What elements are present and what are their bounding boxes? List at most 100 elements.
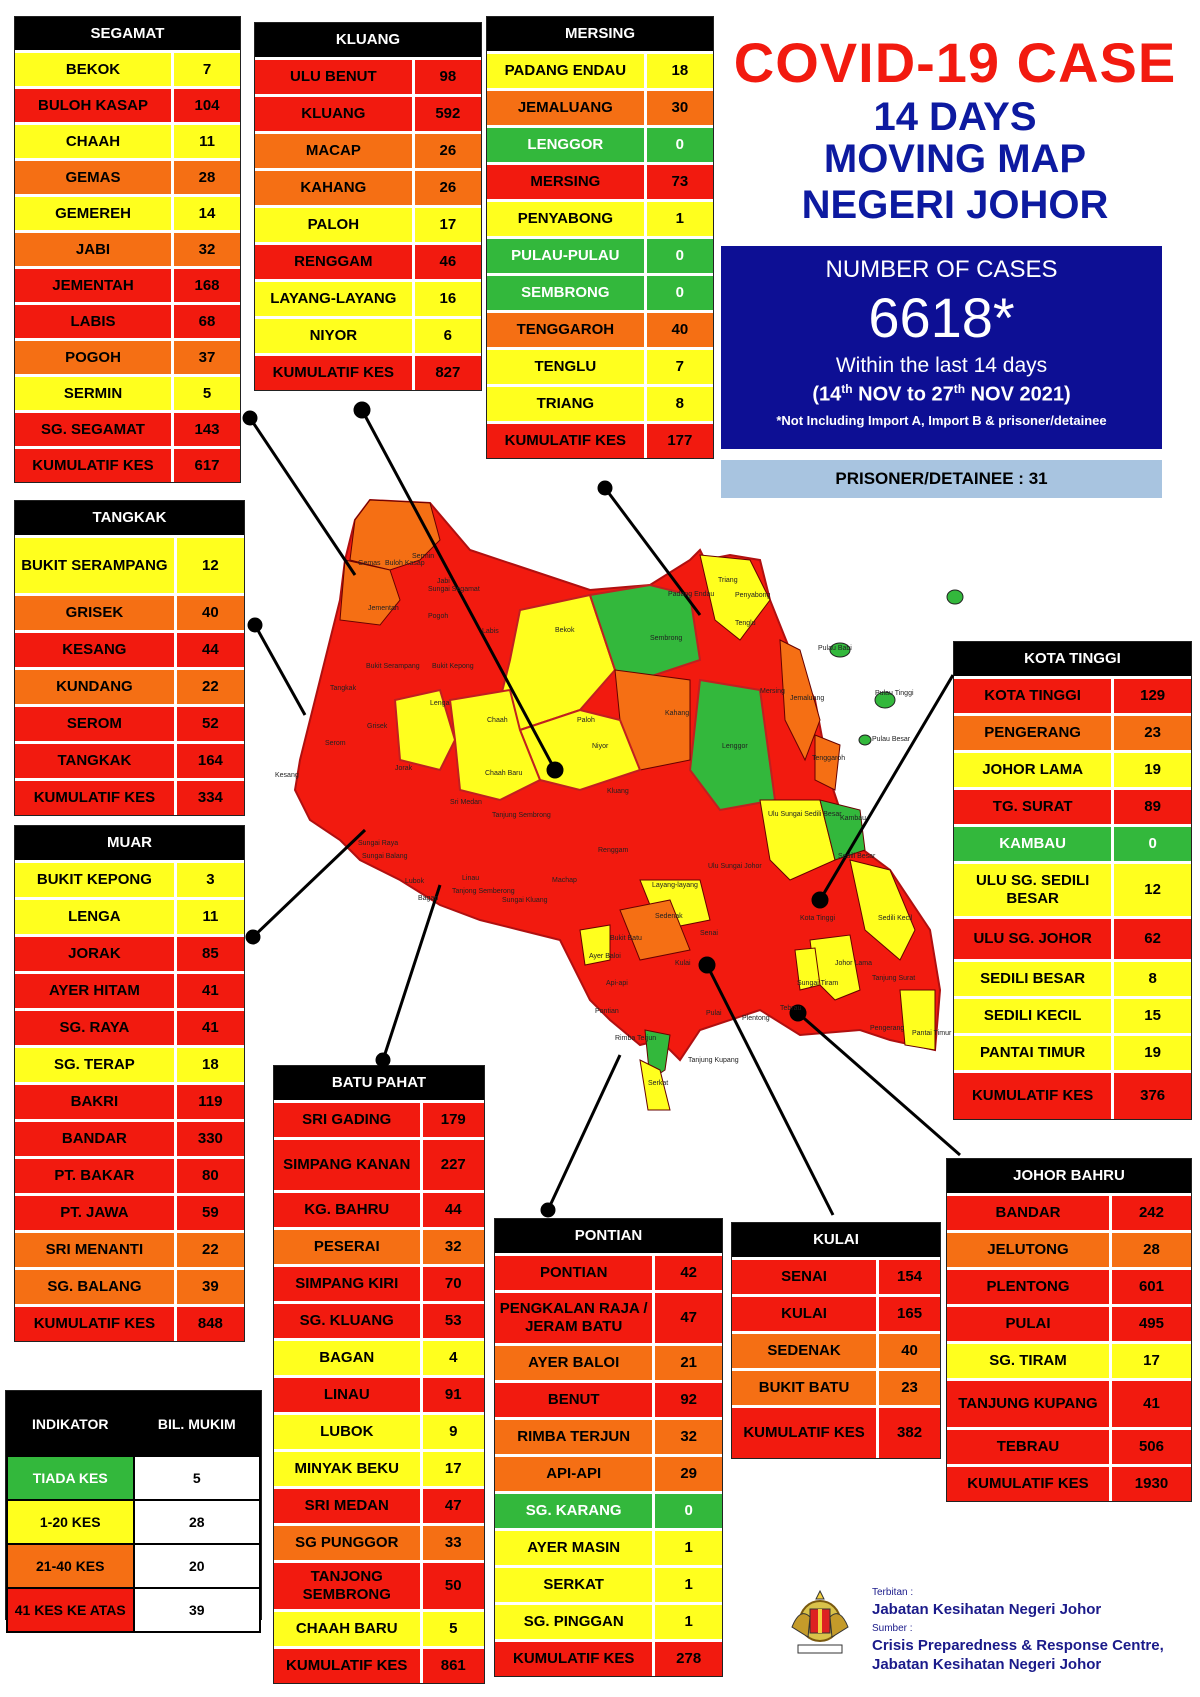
- mukim-name: TG. SURAT: [954, 787, 1113, 826]
- table-row: SG. SEGAMAT 143: [15, 410, 240, 448]
- region-orange-kahang: [614, 669, 691, 771]
- map-label-senai: Senai: [700, 930, 718, 937]
- table-row: KAMBAU 0: [954, 824, 1191, 863]
- map-label-sungai-tiram: Sungai Tiram: [797, 980, 838, 987]
- region-orange-tenggaroh: [814, 734, 841, 791]
- mukim-cases: 42: [652, 1253, 722, 1292]
- table-row: KG. BAHRU 44: [274, 1190, 484, 1229]
- map-label-linau: Linau: [462, 875, 479, 882]
- mukim-name: LUBOK: [274, 1412, 421, 1451]
- mukim-name: API-API: [495, 1454, 654, 1493]
- mukim-cases: 6: [411, 316, 481, 355]
- region-yellow-lenga: [393, 688, 457, 772]
- table-row: LENGGOR 0: [487, 125, 713, 164]
- mukim-name: KOTA TINGGI: [954, 676, 1113, 715]
- district-header-kota-tinggi: KOTA TINGGI: [954, 642, 1191, 676]
- total-row: KUMULATIF KES 334: [15, 778, 244, 815]
- map-label-kesang: Kesang: [275, 772, 299, 779]
- table-row: PLENTONG 601: [947, 1267, 1191, 1306]
- table-row: CHAAH 11: [15, 122, 240, 160]
- mukim-name: TANJONG SEMBRONG: [274, 1560, 421, 1611]
- date-range-part-c: NOV 2021): [965, 383, 1071, 406]
- mukim-cases: 1: [652, 1528, 722, 1567]
- map-label-machap: Machap: [552, 877, 577, 884]
- mukim-cases: 11: [171, 122, 240, 160]
- map-label-serkat: Serkat: [648, 1080, 668, 1087]
- mukim-name: PT. JAWA: [15, 1193, 176, 1232]
- table-row: PULAU-PULAU 0: [487, 236, 713, 275]
- mukim-name: BUKIT BATU: [732, 1368, 878, 1407]
- mukim-cases: 17: [1108, 1341, 1191, 1380]
- mukim-name: GRISEK: [15, 593, 176, 632]
- map-label-tenglu: Tenglu: [735, 620, 756, 627]
- mukim-cases: 62: [1111, 916, 1191, 961]
- table-row: SG. PINGGAN 1: [495, 1602, 722, 1641]
- total-row: KUMULATIF KES 848: [15, 1304, 244, 1341]
- pointer-pontian: [546, 1054, 622, 1211]
- mukim-name: AYER HITAM: [15, 971, 176, 1010]
- mukim-cases: 592: [411, 94, 481, 133]
- mukim-cases: 41: [1108, 1378, 1191, 1429]
- kumulatif-label: KUMULATIF KES: [15, 778, 176, 815]
- table-row: SEMBRONG 0: [487, 273, 713, 312]
- table-row: SG. KLUANG 53: [274, 1301, 484, 1340]
- mukim-name: PESERAI: [274, 1227, 421, 1266]
- table-row: PALOH 17: [255, 205, 481, 244]
- mukim-name: NIYOR: [255, 316, 414, 355]
- table-row: TANJUNG KUPANG 41: [947, 1378, 1191, 1429]
- cases-total: 6618*: [868, 286, 1015, 349]
- mukim-cases: 506: [1108, 1427, 1191, 1466]
- table-row: MACAP 26: [255, 131, 481, 170]
- mukim-name: KULAI: [732, 1294, 878, 1333]
- map-label-jorak: Jorak: [395, 765, 413, 772]
- mukim-name: SEDILI KECIL: [954, 996, 1113, 1035]
- district-table-segamat: SEGAMAT BEKOK 7 BULOH KASAP 104 CHAAH 11 GEMAS 2…: [14, 16, 241, 483]
- mukim-name: SG. TERAP: [15, 1045, 176, 1084]
- mukim-cases: 26: [411, 131, 481, 170]
- legend-indicator: 21-40 KES: [6, 1543, 135, 1589]
- mukim-name: PT. BAKAR: [15, 1156, 176, 1195]
- kumulatif-label: KUMULATIF KES: [255, 353, 414, 390]
- mukim-name: JABI: [15, 230, 173, 268]
- pointer-kluang: [360, 409, 557, 771]
- island-pulau-besar: [858, 734, 872, 746]
- table-row: SG. RAYA 41: [15, 1008, 244, 1047]
- legend-indicator: 1-20 KES: [6, 1499, 135, 1545]
- table-row: PESERAI 32: [274, 1227, 484, 1266]
- table-row: NIYOR 6: [255, 316, 481, 355]
- map-label-grisek: Grisek: [367, 723, 388, 730]
- mukim-name: TANJUNG KUPANG: [947, 1378, 1111, 1429]
- mukim-cases: 28: [1108, 1230, 1191, 1269]
- map-label-gemas: Gemas: [358, 560, 381, 567]
- mukim-name: SEMBRONG: [487, 273, 646, 312]
- table-row: PT. JAWA 59: [15, 1193, 244, 1232]
- district-table-kota-tinggi: KOTA TINGGI KOTA TINGGI 129 PENGERANG 23 JOHO…: [953, 641, 1192, 1120]
- mukim-name: KAMBAU: [954, 824, 1113, 863]
- table-row: RENGGAM 46: [255, 242, 481, 281]
- mukim-name: PENGERANG: [954, 713, 1113, 752]
- total-row: KUMULATIF KES 861: [274, 1646, 484, 1683]
- mukim-name: AYER MASIN: [495, 1528, 654, 1567]
- map-label-labis: Labis: [482, 628, 499, 635]
- mukim-name: BUKIT KEPONG: [15, 860, 176, 899]
- mukim-cases: 154: [876, 1257, 940, 1296]
- prisoner-detainee-box: PRISONER/DETAINEE : 31: [721, 460, 1162, 498]
- mukim-cases: 18: [643, 51, 713, 90]
- mukim-cases: 22: [173, 1230, 244, 1269]
- mukim-name: BAGAN: [274, 1338, 421, 1377]
- mukim-name: SEDENAK: [732, 1331, 878, 1370]
- kumulatif-label: KUMULATIF KES: [15, 1304, 176, 1341]
- district-table-kluang: KLUANG ULU BENUT 98 KLUANG 592 MACAP 26 KAHANG 2…: [254, 22, 482, 391]
- mukim-name: SERKAT: [495, 1565, 654, 1604]
- mukim-name: SG. SEGAMAT: [15, 410, 173, 448]
- map-label-jemaluang: Jemaluang: [790, 695, 824, 702]
- kumulatif-value: 1930: [1108, 1464, 1191, 1501]
- table-row: PADANG ENDAU 18: [487, 51, 713, 90]
- table-row: JEMENTAH 168: [15, 266, 240, 304]
- mukim-cases: 0: [1111, 824, 1191, 863]
- footer-sumber-line2: Jabatan Kesihatan Negeri Johor: [872, 1656, 1102, 1673]
- mukim-cases: 40: [643, 310, 713, 349]
- mukim-cases: 44: [419, 1190, 484, 1229]
- title-line4: NEGERI JOHOR: [801, 183, 1109, 227]
- kumulatif-label: KUMULATIF KES: [274, 1646, 421, 1683]
